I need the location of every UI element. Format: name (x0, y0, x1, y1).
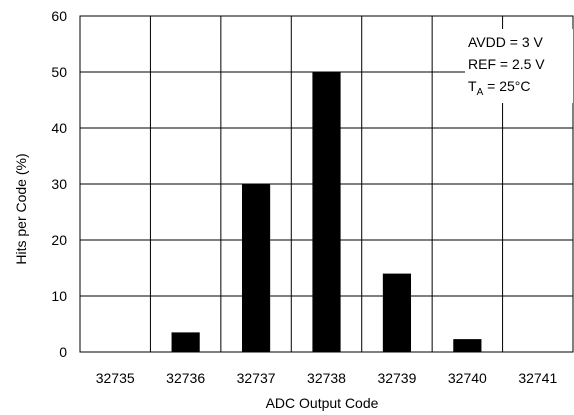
bar-32738 (312, 72, 341, 352)
y-tick-label: 0 (59, 344, 67, 360)
annotation-ref: REF = 2.5 V (468, 56, 545, 72)
bars-layer (171, 72, 482, 352)
annotation-temperature: TA = 25°C (468, 78, 530, 98)
bar-32740 (453, 339, 482, 352)
bar-32739 (382, 273, 412, 352)
y-tick-label: 40 (51, 120, 67, 136)
y-tick-label: 20 (51, 232, 67, 248)
x-tick-label: 32739 (377, 370, 416, 386)
annotation-temperature-subscript: A (477, 87, 484, 98)
x-tick-label: 32735 (96, 370, 135, 386)
bar-32736 (171, 332, 200, 352)
x-tick-label: 32740 (448, 370, 487, 386)
annotation-background (465, 29, 573, 103)
x-tick-label: 32737 (237, 370, 276, 386)
x-tick-label: 32741 (518, 370, 557, 386)
x-tick-label: 32736 (166, 370, 205, 386)
x-tick-labels: 32735 32736 32737 32738 32739 32740 32741 (96, 370, 558, 386)
y-tick-label: 30 (51, 176, 67, 192)
y-tick-label: 50 (51, 64, 67, 80)
y-tick-label: 60 (51, 8, 67, 24)
x-axis-label: ADC Output Code (266, 395, 379, 411)
annotation-temperature-symbol: T (468, 78, 477, 94)
annotation-avdd: AVDD = 3 V (468, 34, 543, 50)
x-tick-label: 32738 (307, 370, 346, 386)
y-tick-labels: 0 10 20 30 40 50 60 (51, 8, 67, 360)
plot-frame (79, 15, 574, 353)
annotation-temperature-value: = 25°C (483, 78, 530, 94)
y-axis-label: Hits per Code (%) (13, 153, 29, 264)
bar-32737 (241, 184, 271, 352)
y-tick-label: 10 (51, 288, 67, 304)
